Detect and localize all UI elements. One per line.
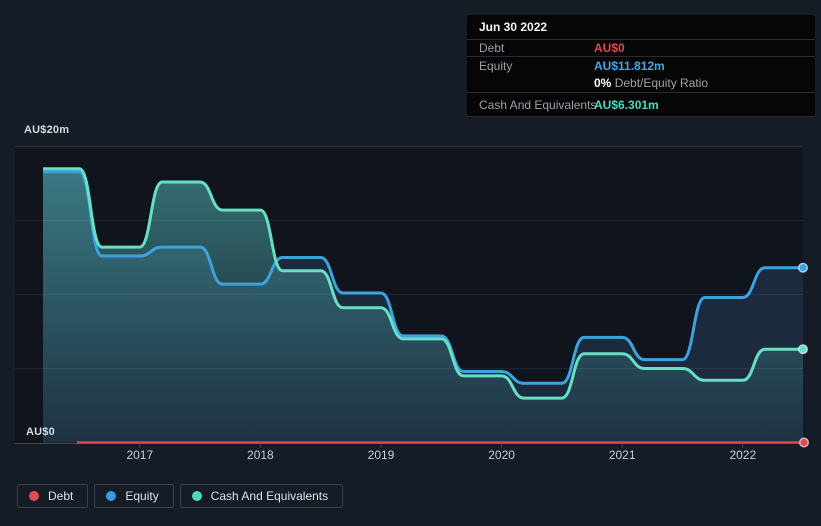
- legend-debt-label: Debt: [48, 489, 74, 503]
- equity-line: [43, 170, 803, 385]
- data-tooltip: Jun 30 2022 Debt AU$0 Equity AU$11.812m …: [467, 15, 815, 117]
- tooltip-debt-label: Debt: [479, 41, 505, 55]
- tooltip-cash-row: Cash And Equivalents AU$6.301m: [467, 93, 815, 117]
- equity-legend-dot-icon: [106, 491, 117, 501]
- tooltip-debt-row: Debt AU$0: [467, 40, 815, 57]
- y-axis-bottom-label: AU$0: [26, 426, 55, 438]
- x-axis-label-2020: 2020: [488, 448, 515, 462]
- legend-equity-label: Equity: [125, 489, 159, 503]
- tooltip-equity-label: Equity: [479, 58, 513, 73]
- debt-legend-dot-icon: [29, 491, 39, 501]
- tooltip-equity-value: AU$11.812m: [594, 58, 665, 73]
- x-axis-label-2021: 2021: [608, 448, 636, 462]
- tooltip-cash-value: AU$6.301m: [594, 97, 659, 112]
- cash-line: [43, 167, 803, 400]
- debt-endpoint-marker[interactable]: [799, 437, 810, 448]
- tooltip-cash-label: Cash And Equivalents: [479, 97, 597, 112]
- legend-item-cash[interactable]: Cash And Equivalents: [179, 484, 344, 508]
- tooltip-debt-value: AU$0: [594, 41, 625, 55]
- x-axis-label-2018: 2018: [247, 448, 274, 462]
- legend-item-equity[interactable]: Equity: [94, 484, 174, 508]
- x-axis-label-2017: 2017: [126, 448, 154, 462]
- equity-endpoint-marker[interactable]: [798, 262, 809, 273]
- cash-endpoint-marker[interactable]: [798, 344, 809, 355]
- x-axis-label-2022: 2022: [729, 448, 757, 462]
- tooltip-equity-row: Equity AU$11.812m: [467, 57, 815, 74]
- tooltip-ratio-value: 0% Debt/Equity Ratio: [594, 76, 709, 90]
- cash-legend-dot-icon: [191, 491, 202, 501]
- legend-item-debt[interactable]: Debt: [17, 484, 89, 508]
- x-axis-label-2019: 2019: [367, 448, 395, 462]
- chart-legend: Debt Equity Cash And Equivalents: [17, 484, 344, 508]
- y-axis-top-label: AU$20m: [24, 124, 70, 136]
- cash-area: [43, 168, 803, 443]
- legend-cash-label: Cash And Equivalents: [210, 489, 329, 503]
- tooltip-ratio-row: 0% Debt/Equity Ratio: [467, 74, 815, 93]
- tooltip-date: Jun 30 2022: [467, 15, 815, 40]
